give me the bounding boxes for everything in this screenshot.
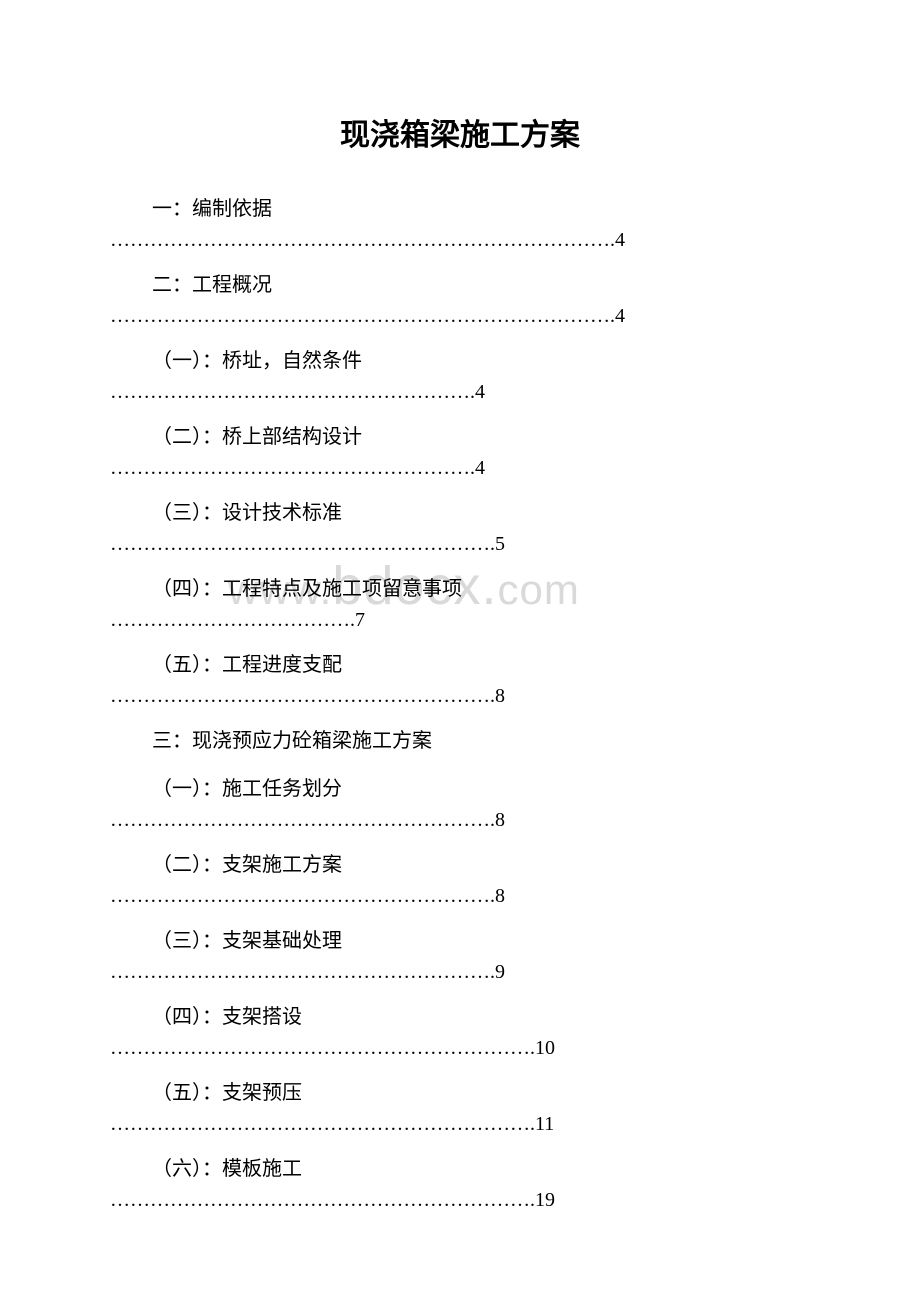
toc-label: （一）：桥址，自然条件 xyxy=(110,344,810,378)
toc-entry: （二）：桥上部结构设计……………………………………………….4 xyxy=(110,420,810,482)
toc-label: （二）：桥上部结构设计 xyxy=(110,420,810,454)
toc-label: （三）：支架基础处理 xyxy=(110,924,810,958)
toc-entry: 二：工程概况………………………………………………………………….4 xyxy=(110,268,810,330)
toc-entry: （五）：支架预压……………………………………………………….11 xyxy=(110,1076,810,1138)
toc-label: （三）：设计技术标准 xyxy=(110,496,810,530)
toc-dots: ………………………………………………….8 xyxy=(110,882,810,910)
toc-entry: 一：编制依据………………………………………………………………….4 xyxy=(110,192,810,254)
toc-entry: （四）：支架搭设……………………………………………………….10 xyxy=(110,1000,810,1062)
page-title: 现浇箱梁施工方案 xyxy=(110,110,810,154)
toc-label: 二：工程概况 xyxy=(110,268,810,302)
toc-dots: ………………………………………………….5 xyxy=(110,530,810,558)
toc-dots: ………………………………………………………………….4 xyxy=(110,302,810,330)
toc-dots: ……………………………………………………….10 xyxy=(110,1034,810,1062)
toc-dots: ……………………………………………….4 xyxy=(110,454,810,482)
toc-dots: ………………………………………………….9 xyxy=(110,958,810,986)
toc-dots: ……………………………………………………….19 xyxy=(110,1186,810,1214)
toc-label: （二）：支架施工方案 xyxy=(110,848,810,882)
document-content: 现浇箱梁施工方案 一：编制依据…………………………………………………………………… xyxy=(110,110,810,1214)
toc-entry: （二）：支架施工方案………………………………………………….8 xyxy=(110,848,810,910)
toc-entry: （六）：模板施工……………………………………………………….19 xyxy=(110,1152,810,1214)
toc-entry: （三）：支架基础处理………………………………………………….9 xyxy=(110,924,810,986)
toc-container: 一：编制依据………………………………………………………………….4二：工程概况…… xyxy=(110,192,810,1214)
toc-dots: ……………………………………………………….11 xyxy=(110,1110,810,1138)
toc-dots: ……………………………………………….4 xyxy=(110,378,810,406)
toc-label: 一：编制依据 xyxy=(110,192,810,226)
toc-label: （一）：施工任务划分 xyxy=(110,772,810,806)
toc-label: （四）：工程特点及施工项留意事项 xyxy=(110,572,810,606)
toc-dots: ………………………………………………………………….4 xyxy=(110,226,810,254)
toc-entry: （一）：施工任务划分………………………………………………….8 xyxy=(110,772,810,834)
toc-label: 三：现浇预应力砼箱梁施工方案 xyxy=(110,724,810,758)
toc-entry: （三）：设计技术标准………………………………………………….5 xyxy=(110,496,810,558)
toc-dots: ………………………………………………….8 xyxy=(110,806,810,834)
toc-label: （五）：工程进度支配 xyxy=(110,648,810,682)
toc-label: （六）：模板施工 xyxy=(110,1152,810,1186)
toc-label: （四）：支架搭设 xyxy=(110,1000,810,1034)
toc-label: （五）：支架预压 xyxy=(110,1076,810,1110)
toc-entry: （五）：工程进度支配………………………………………………….8 xyxy=(110,648,810,710)
toc-entry: （一）：桥址，自然条件……………………………………………….4 xyxy=(110,344,810,406)
toc-dots: ………………………………………………….8 xyxy=(110,682,810,710)
toc-dots: ……………………………….7 xyxy=(110,606,810,634)
toc-entry: （四）：工程特点及施工项留意事项……………………………….7 xyxy=(110,572,810,634)
toc-entry: 三：现浇预应力砼箱梁施工方案 xyxy=(110,724,810,758)
